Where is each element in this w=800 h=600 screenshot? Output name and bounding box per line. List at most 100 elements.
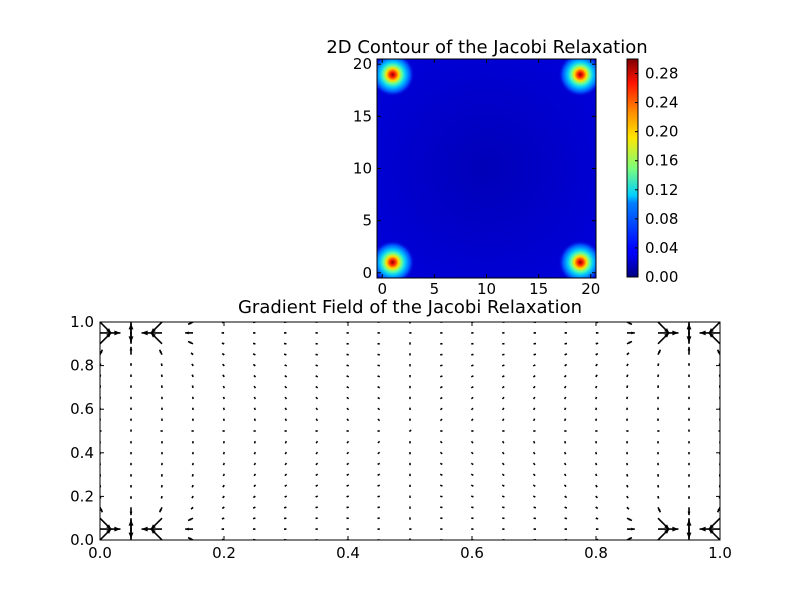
quiver-arrow-head — [594, 418, 597, 422]
quiver-arrow-head — [222, 364, 225, 367]
quiver-arrow-head — [564, 495, 567, 498]
quiver-arrow-head — [533, 430, 536, 432]
quiver-arrow-head — [532, 364, 536, 367]
quiver-arrow-head — [563, 375, 567, 378]
quiver-arrow-head — [688, 363, 690, 366]
quiver-title: Gradient Field of the Jacobi Relaxation — [238, 297, 582, 318]
quiver-arrow-head — [377, 419, 381, 422]
quiver-arrow-head — [470, 364, 474, 367]
colorbar-tick-label: 0.00 — [645, 268, 678, 286]
quiver-arrow-head — [254, 462, 257, 466]
quiver-arrow-head — [253, 353, 256, 356]
quiver-arrow-head — [315, 386, 319, 389]
quiver-arrow-head — [161, 363, 163, 367]
quiver-arrow-head — [254, 386, 257, 389]
quiver-arrow-head — [114, 526, 121, 532]
quiver-arrow-head — [106, 328, 112, 334]
quiver-arrow-head — [346, 495, 350, 498]
quiver-arrow-head — [316, 451, 319, 454]
quiver-arrow-head — [657, 407, 659, 411]
quiver-arrow-head — [409, 441, 411, 444]
quiver-arrow-head — [185, 527, 189, 531]
quiver-arrow-head — [346, 506, 349, 509]
quiver-arrow-head — [471, 517, 474, 520]
quiver-arrow-head — [161, 385, 164, 388]
quiver-x-tick-label: 0.8 — [584, 544, 608, 562]
quiver-arrow-head — [470, 451, 474, 454]
quiver-arrow-head — [564, 364, 567, 367]
quiver-arrow-head — [594, 451, 597, 455]
quiver-arrow-head — [254, 473, 257, 476]
quiver-arrow-head — [285, 407, 288, 411]
quiver-arrow-head — [283, 528, 287, 531]
quiver-arrow-head — [532, 386, 536, 389]
quiver-arrow-head — [471, 331, 474, 334]
quiver-arrow-head — [470, 397, 474, 400]
quiver-arrow-head — [315, 528, 318, 531]
quiver-arrow-head — [377, 430, 380, 432]
quiver-arrow-head — [409, 331, 412, 334]
quiver-arrow-head — [284, 517, 287, 520]
quiver-arrow-head — [625, 484, 628, 488]
quiver-arrow-head — [223, 462, 226, 466]
quiver-arrow-head — [316, 440, 319, 444]
quiver-arrow-head — [191, 495, 195, 499]
quiver-arrow-head — [285, 397, 288, 400]
quiver-arrow-head — [532, 473, 536, 476]
quiver-arrow-head — [141, 526, 148, 532]
quiver-arrow-head — [106, 332, 112, 338]
quiver-arrow-head — [563, 451, 566, 455]
heatmap-y-tick-label: 10 — [353, 160, 372, 178]
quiver-arrow-head — [533, 506, 536, 509]
quiver-arrow-head — [223, 473, 226, 476]
quiver-arrow-head — [223, 396, 226, 400]
quiver-arrows — [100, 322, 720, 540]
heatmap-x-tick-label: 5 — [430, 280, 440, 298]
colorbar-ticks: 0.00 0.04 0.08 0.12 0.16 0.20 0.24 0.28 — [635, 65, 678, 286]
quiver-arrow-head — [564, 430, 567, 432]
quiver-arrow-head — [192, 396, 195, 400]
quiver-arrow-head — [657, 418, 659, 421]
quiver-arrow-head — [656, 374, 659, 378]
quiver-arrow-head — [501, 462, 505, 465]
quiver-arrow-head — [470, 484, 474, 487]
quiver-arrow-head — [192, 374, 195, 378]
quiver-arrow-head — [563, 396, 566, 400]
quiver-arrow-head — [409, 418, 411, 421]
quiver-arrow-head — [664, 332, 670, 338]
quiver-arrow-head — [625, 473, 628, 477]
quiver-arrow-head — [440, 517, 443, 520]
quiver-arrow-head — [377, 473, 381, 476]
quiver-arrow-head — [626, 352, 629, 356]
quiver-arrow-head — [501, 484, 505, 487]
quiver-frame — [99, 321, 721, 541]
quiver-arrow-head — [471, 528, 474, 531]
quiver-arrow-head — [440, 364, 443, 367]
quiver-arrow-head — [284, 506, 287, 509]
quiver-arrow-head — [564, 517, 567, 520]
quiver-arrow-head — [595, 506, 598, 509]
quiver-arrow-head — [625, 451, 628, 455]
quiver-arrow-head — [315, 484, 319, 487]
quiver-arrow-head — [439, 386, 443, 389]
heatmap-y-tick-label: 0 — [362, 264, 372, 282]
quiver-arrow-head — [439, 473, 443, 476]
quiver-arrow-head — [316, 408, 319, 411]
quiver-arrow-head — [253, 342, 256, 345]
quiver-arrow-head — [222, 495, 225, 498]
quiver-arrow-head — [130, 396, 132, 400]
quiver-arrow-head — [595, 342, 599, 345]
quiver-arrow-head — [130, 429, 132, 432]
quiver-arrow-head — [191, 363, 195, 367]
quiver-arrow-head — [563, 473, 566, 476]
quiver-arrow-head — [346, 462, 350, 465]
quiver-arrow-head — [346, 484, 350, 487]
quiver-arrow-head — [595, 353, 598, 356]
quiver-arrow-head — [626, 430, 629, 432]
quiver-arrow-head — [470, 473, 474, 476]
quiver-arrow-head — [188, 341, 192, 344]
quiver-arrow-head — [377, 331, 380, 334]
quiver-arrow-head — [440, 528, 443, 531]
quiver-arrow-head — [223, 418, 226, 422]
heatmap-hotspot — [377, 240, 415, 278]
